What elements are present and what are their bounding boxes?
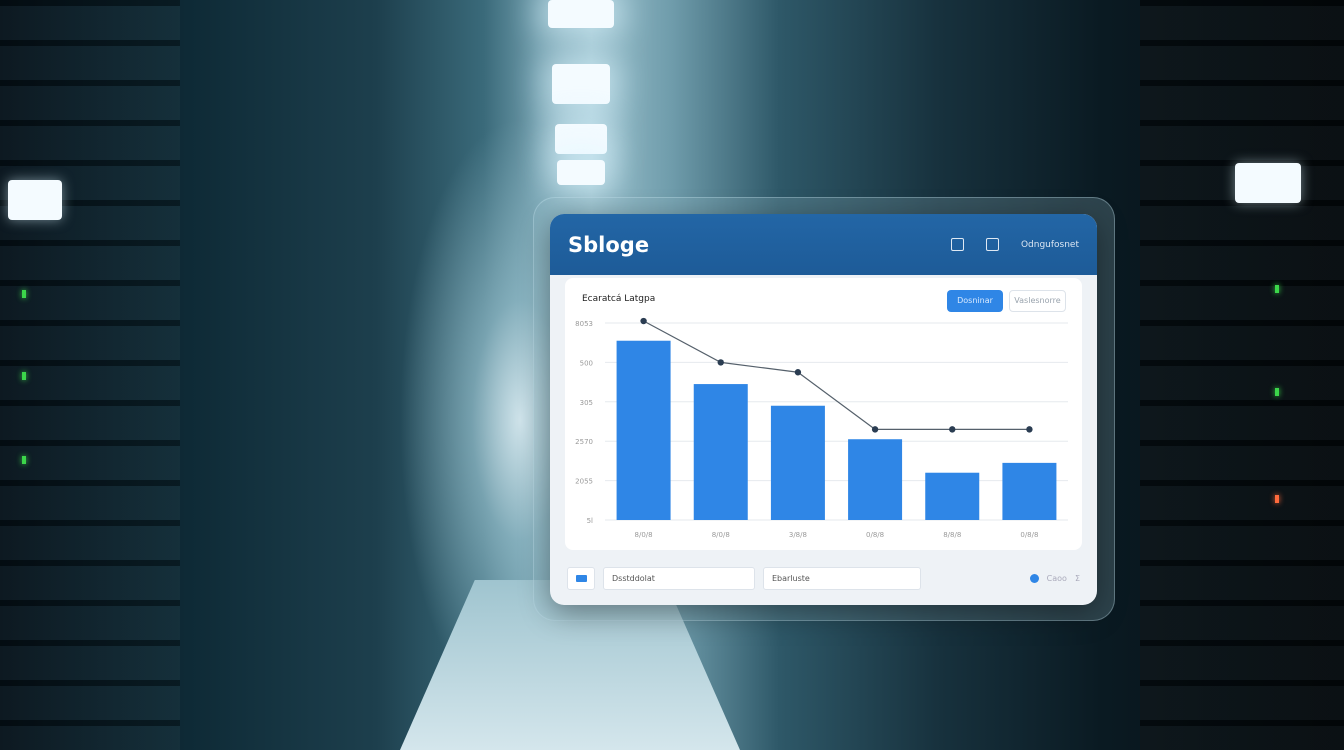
line-point (1026, 426, 1033, 433)
document-icon[interactable] (985, 238, 999, 251)
bar (848, 439, 903, 520)
status-led (1275, 495, 1279, 503)
left-input[interactable]: Dsstddolat (603, 567, 755, 590)
line-point (794, 369, 802, 376)
server-rack-left (0, 0, 180, 750)
right-input[interactable]: Ebarluste (763, 567, 921, 590)
dashboard-panel: Sbloge Odngufosnet Ecaratcá Latgpa Dosni… (550, 214, 1097, 605)
rack-display (1235, 163, 1301, 203)
x-tick-label: 3/8/8 (789, 531, 807, 539)
line-point (717, 359, 724, 366)
y-tick-label: 2570 (575, 438, 593, 446)
line-point (949, 426, 956, 433)
status-led (1275, 285, 1279, 293)
x-tick-label: 0/8/8 (1020, 531, 1038, 539)
chart-card: Ecaratcá Latgpa Dosninar Vaslesnorre 805… (565, 278, 1082, 550)
y-tick-label: 5l (587, 517, 593, 525)
status-led (22, 290, 26, 298)
header: Sbloge Odngufosnet (550, 214, 1097, 275)
status-led (22, 456, 26, 464)
footer-status: Caoo Σ (1029, 574, 1080, 583)
rack-display (8, 180, 62, 220)
bar (770, 405, 825, 520)
bar (616, 340, 671, 520)
window-icon[interactable] (950, 238, 964, 251)
secondary-button[interactable]: Vaslesnorre (1009, 290, 1066, 312)
status-led (1275, 388, 1279, 396)
chart-title: Ecaratcá Latgpa (582, 294, 656, 304)
ceiling-light (552, 64, 610, 104)
footer: Dsstddolat Ebarluste Caoo Σ (550, 552, 1097, 605)
status-led (22, 372, 26, 380)
bar (925, 472, 980, 520)
x-tick-label: 8/0/8 (635, 531, 653, 539)
x-tick-label: 8/0/8 (712, 531, 730, 539)
trend-line (643, 320, 1030, 430)
x-tick-label: 8/8/8 (943, 531, 961, 539)
ceiling-light (548, 0, 614, 28)
bar (693, 384, 748, 520)
header-link[interactable]: Odngufosnet (1020, 239, 1079, 250)
y-tick-label: 305 (580, 399, 593, 407)
y-tick-label: 8053 (575, 320, 593, 328)
footer-sign: Σ (1074, 574, 1080, 583)
server-rack-right (1140, 0, 1344, 750)
folder-button[interactable] (567, 567, 595, 590)
line-point (640, 317, 647, 325)
bar (1002, 462, 1057, 520)
y-tick-label: 2055 (575, 478, 593, 486)
x-tick-label: 0/8/8 (866, 531, 884, 539)
ceiling-light (555, 124, 607, 154)
line-point (871, 426, 879, 433)
footer-status-text: Caoo (1046, 574, 1067, 583)
status-dot-icon (1029, 574, 1039, 583)
primary-button[interactable]: Dosninar (947, 290, 1003, 312)
y-tick-label: 500 (580, 359, 593, 367)
app-title: Sbloge (568, 232, 650, 257)
bar-line-chart: 8053 500 305 2570 2055 5l 8/0/8 8/0/8 3/8/8 0/8/8… (575, 317, 1068, 539)
folder-icon (575, 575, 587, 582)
ceiling-light (557, 160, 605, 185)
